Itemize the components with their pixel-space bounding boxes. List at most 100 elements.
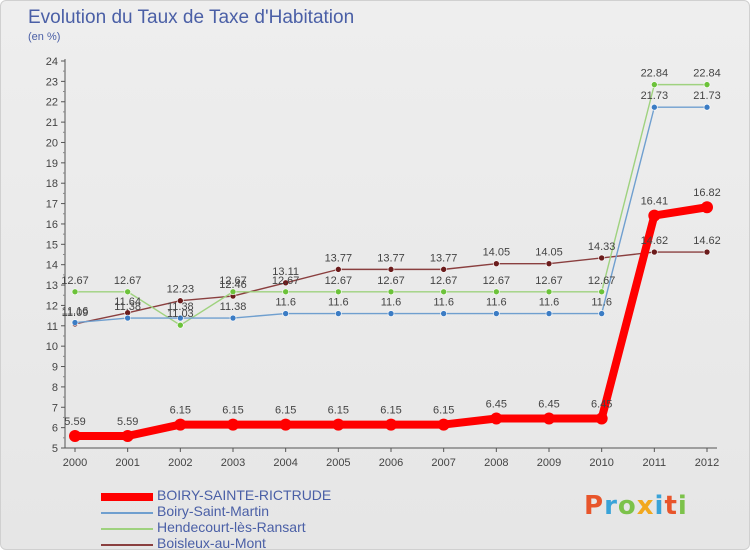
y-tick-label: 12 [46, 300, 58, 312]
data-label-2: 12.67 [535, 275, 563, 287]
x-tick-label: 2000 [63, 457, 87, 469]
data-label-0: 6.45 [486, 398, 507, 410]
series-point-2 [651, 81, 658, 88]
data-label-1: 11.38 [220, 301, 247, 313]
series-point-2 [282, 288, 289, 296]
y-tick-label: 11 [47, 321, 58, 333]
series-point-3 [703, 248, 711, 256]
data-label-2: 12.67 [430, 275, 458, 287]
series-point-0 [227, 418, 239, 431]
data-label-1: 11.6 [381, 297, 402, 309]
x-tick-label: 2008 [484, 457, 508, 469]
data-label-3: 14.05 [535, 247, 563, 259]
data-label-2: 12.67 [219, 275, 247, 287]
legend-swatch [101, 512, 153, 514]
data-label-2: 12.67 [325, 275, 353, 287]
y-tick-label: 5 [52, 443, 58, 455]
series-point-1 [335, 310, 342, 317]
series-point-3 [493, 260, 500, 267]
y-tick-label: 17 [46, 199, 58, 211]
data-label-3: 14.05 [483, 247, 511, 259]
series-point-1 [598, 310, 605, 317]
y-tick-label: 24 [46, 56, 58, 68]
y-tick-label: 16 [46, 219, 58, 231]
x-tick-label: 2003 [221, 457, 245, 469]
brand-logo: Proxiti [584, 491, 688, 521]
legend-swatch [101, 528, 153, 530]
y-tick-label: 15 [46, 239, 58, 251]
brand-letter: i [677, 491, 688, 521]
y-tick-label: 21 [46, 117, 58, 129]
series-point-1 [440, 310, 447, 317]
series-point-2 [545, 288, 553, 296]
series-point-2 [124, 288, 131, 296]
data-label-1: 11.6 [486, 297, 507, 309]
data-label-3: 14.62 [641, 235, 669, 247]
x-tick-label: 2009 [537, 457, 561, 469]
data-label-3: 13.77 [430, 252, 458, 264]
x-tick-label: 2004 [273, 457, 297, 469]
data-label-1: 11.6 [591, 297, 612, 309]
series-point-2 [387, 288, 395, 296]
data-label-2: 12.67 [61, 275, 89, 287]
brand-letter: t [664, 491, 678, 521]
x-tick-label: 2011 [643, 457, 667, 469]
data-label-3: 13.11 [272, 266, 299, 278]
series-point-3 [440, 266, 447, 273]
chart-title: Evolution du Taux de Taxe d'Habitation [28, 7, 355, 28]
series-point-2 [71, 288, 79, 296]
series-point-1 [71, 319, 79, 326]
y-tick-label: 9 [52, 362, 58, 374]
data-label-3: 11.09 [62, 307, 89, 319]
series-point-3 [545, 260, 553, 267]
data-label-3: 11.64 [114, 296, 141, 308]
x-tick-label: 2010 [589, 457, 613, 469]
series-point-0 [332, 418, 345, 431]
chart-series [69, 81, 713, 442]
data-label-1: 11.38 [114, 301, 141, 313]
series-point-2 [703, 81, 711, 88]
data-label-2: 12.67 [272, 275, 300, 287]
series-point-0 [701, 201, 713, 214]
series-point-1 [651, 103, 658, 111]
legend-label: Hendecourt-lès-Ransart [157, 519, 306, 535]
series-point-3 [282, 279, 289, 287]
data-label-3: 13.77 [377, 252, 405, 264]
series-point-2 [335, 288, 342, 296]
brand-letter: i [654, 491, 665, 521]
y-tick-label: 10 [46, 341, 58, 353]
y-tick-label: 23 [46, 76, 58, 88]
series-point-1 [124, 314, 131, 322]
legend-label: Boiry-Saint-Martin [157, 503, 270, 519]
data-label-2: 12.67 [377, 275, 405, 287]
series-point-2 [493, 288, 500, 296]
data-label-2: 11.03 [167, 308, 194, 320]
series-point-0 [174, 418, 187, 431]
data-label-3: 14.33 [588, 241, 616, 253]
data-label-2: 22.84 [641, 68, 669, 80]
y-tick-label: 19 [46, 158, 58, 170]
data-label-3: 14.62 [693, 235, 721, 247]
data-label-0: 6.15 [170, 405, 191, 417]
y-tick-label: 6 [52, 423, 58, 435]
series-point-3 [335, 266, 342, 273]
brand-letter: P [584, 491, 605, 521]
data-label-0: 5.59 [64, 416, 85, 428]
data-label-1: 11.38 [167, 301, 194, 313]
data-label-2: 12.67 [588, 275, 616, 287]
series-point-3 [598, 254, 605, 262]
data-label-1: 11.6 [433, 297, 454, 309]
x-tick-label: 2001 [115, 457, 139, 469]
data-label-3: 12.46 [219, 279, 247, 291]
series-point-1 [282, 310, 289, 317]
data-label-1: 21.73 [693, 90, 721, 102]
data-label-0: 6.15 [275, 405, 296, 417]
brand-letter: r [604, 491, 618, 521]
legend-label: BOIRY-SAINTE-RICTRUDE [157, 487, 332, 503]
x-tick-label: 2005 [326, 457, 350, 469]
legend-label: Boisleux-au-Mont [157, 535, 266, 550]
data-label-0: 6.15 [328, 405, 349, 417]
legend-swatch [101, 493, 153, 501]
series-point-0 [121, 429, 134, 442]
